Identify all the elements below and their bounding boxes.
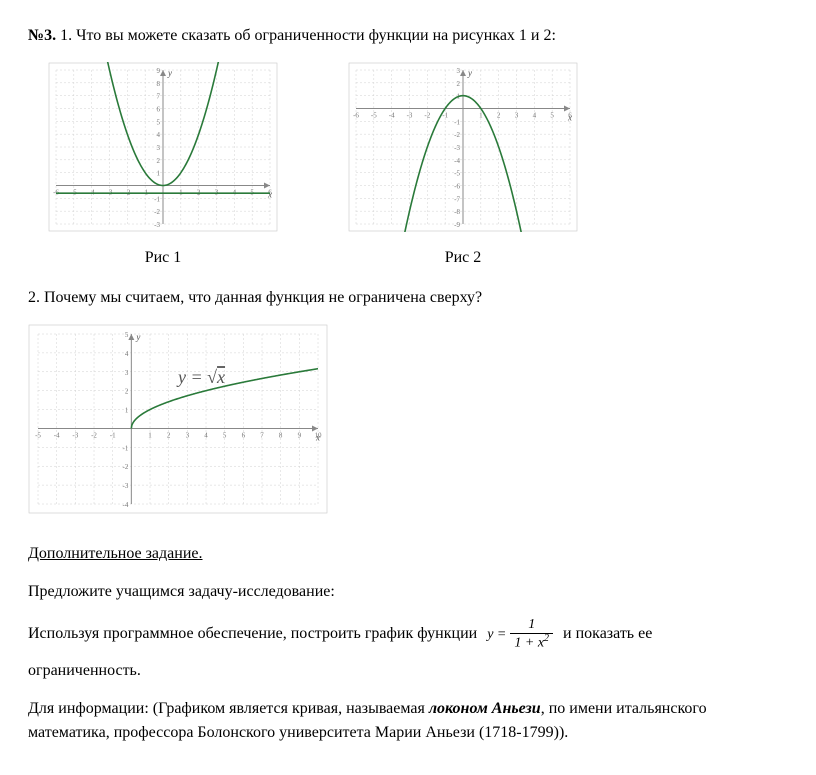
- svg-text:2: 2: [167, 431, 171, 439]
- svg-text:2: 2: [457, 80, 461, 88]
- svg-text:5: 5: [550, 112, 554, 120]
- svg-text:-1: -1: [122, 444, 128, 452]
- svg-text:-4: -4: [454, 157, 460, 165]
- extra-line-2b: и показать ее: [563, 625, 652, 642]
- svg-text:-2: -2: [424, 112, 430, 120]
- question-1: №3. 1. Что вы можете сказать об ограниче…: [28, 24, 788, 48]
- svg-text:3: 3: [457, 67, 461, 75]
- svg-text:1: 1: [148, 431, 152, 439]
- figure-3: xy-5-4-3-2-112345678910-4-3-2-112345y = …: [28, 324, 788, 514]
- extra-heading: Дополнительное задание.: [28, 542, 788, 566]
- caption-1: Рис 1: [48, 246, 278, 270]
- formula-num: 1: [524, 618, 539, 633]
- svg-text:8: 8: [279, 431, 283, 439]
- svg-text:5: 5: [223, 431, 227, 439]
- plot-3: xy-5-4-3-2-112345678910-4-3-2-112345y = …: [28, 324, 328, 514]
- figure-row: xy-6-5-4-3-2-1123456-3-2-1123456789 xy-6…: [48, 62, 788, 232]
- svg-text:y: y: [467, 68, 472, 78]
- svg-text:1: 1: [479, 112, 483, 120]
- svg-text:-3: -3: [122, 482, 128, 490]
- svg-text:-2: -2: [91, 431, 97, 439]
- formula-den: 1 + x2: [510, 633, 553, 651]
- svg-text:8: 8: [157, 80, 161, 88]
- info-b: локоном Аньези: [429, 700, 541, 717]
- svg-text:y: y: [167, 68, 172, 78]
- svg-text:-1: -1: [110, 431, 116, 439]
- info-line: Для информации: (Графиком является крива…: [28, 697, 788, 745]
- plot-1: xy-6-5-4-3-2-1123456-3-2-1123456789: [48, 62, 278, 232]
- svg-text:-2: -2: [454, 131, 460, 139]
- svg-text:5: 5: [157, 118, 161, 126]
- svg-text:-9: -9: [454, 221, 460, 229]
- plot-2: xy-6-5-4-3-2-1123456-9-8-7-6-5-4-3-2-112…: [348, 62, 578, 232]
- figure-2: xy-6-5-4-3-2-1123456-9-8-7-6-5-4-3-2-112…: [348, 62, 578, 232]
- svg-text:2: 2: [497, 112, 501, 120]
- formula-witch: y = 1 1 + x2: [487, 618, 553, 651]
- problem-label: №3.: [28, 27, 56, 44]
- svg-text:4: 4: [125, 350, 129, 358]
- svg-text:y: y: [135, 332, 140, 342]
- svg-text:-1: -1: [454, 118, 460, 126]
- svg-text:4: 4: [204, 431, 208, 439]
- extra-line-2c: ограниченность.: [28, 659, 788, 683]
- info-a: Для информации: (Графиком является крива…: [28, 700, 429, 717]
- svg-text:10: 10: [315, 431, 323, 439]
- svg-text:5: 5: [125, 331, 129, 339]
- svg-text:-4: -4: [122, 501, 128, 509]
- svg-text:3: 3: [186, 431, 190, 439]
- svg-text:3: 3: [157, 144, 161, 152]
- svg-text:-5: -5: [371, 112, 377, 120]
- q1-text: 1. Что вы можете сказать об ограниченнос…: [56, 27, 556, 44]
- svg-text:-5: -5: [35, 431, 41, 439]
- svg-text:3: 3: [515, 112, 519, 120]
- svg-text:7: 7: [157, 93, 161, 101]
- svg-text:-2: -2: [154, 208, 160, 216]
- svg-text:-3: -3: [407, 112, 413, 120]
- figure-1: xy-6-5-4-3-2-1123456-3-2-1123456789: [48, 62, 278, 232]
- svg-text:6: 6: [242, 431, 246, 439]
- svg-text:y = √x: y = √x: [176, 367, 225, 387]
- svg-text:-4: -4: [54, 431, 60, 439]
- svg-text:2: 2: [125, 388, 129, 396]
- svg-text:-6: -6: [454, 183, 460, 191]
- figure-captions: Рис 1 Рис 2: [48, 246, 788, 270]
- formula-yeq: y =: [487, 624, 506, 645]
- svg-text:9: 9: [157, 67, 161, 75]
- svg-text:6: 6: [157, 106, 161, 114]
- svg-text:4: 4: [157, 131, 161, 139]
- svg-text:-6: -6: [353, 112, 359, 120]
- svg-text:-7: -7: [454, 195, 460, 203]
- extra-line-2: Используя программное обеспечение, постр…: [28, 618, 788, 651]
- svg-text:7: 7: [260, 431, 264, 439]
- formula-fraction: 1 1 + x2: [510, 618, 553, 651]
- svg-text:2: 2: [157, 157, 161, 165]
- extra-line-2a: Используя программное обеспечение, постр…: [28, 625, 481, 642]
- svg-text:4: 4: [533, 112, 537, 120]
- svg-text:-3: -3: [72, 431, 78, 439]
- svg-text:6: 6: [568, 112, 572, 120]
- svg-text:1: 1: [125, 407, 129, 415]
- question-2: 2. Почему мы считаем, что данная функция…: [28, 286, 788, 310]
- svg-text:-1: -1: [154, 195, 160, 203]
- svg-text:-4: -4: [389, 112, 395, 120]
- svg-text:-5: -5: [454, 170, 460, 178]
- svg-text:3: 3: [125, 369, 129, 377]
- extra-line-1: Предложите учащимся задачу-исследование:: [28, 580, 788, 604]
- svg-text:-3: -3: [154, 221, 160, 229]
- svg-text:-8: -8: [454, 208, 460, 216]
- svg-text:1: 1: [157, 170, 161, 178]
- svg-text:-2: -2: [122, 463, 128, 471]
- svg-text:-3: -3: [454, 144, 460, 152]
- caption-2: Рис 2: [348, 246, 578, 270]
- svg-text:9: 9: [298, 431, 302, 439]
